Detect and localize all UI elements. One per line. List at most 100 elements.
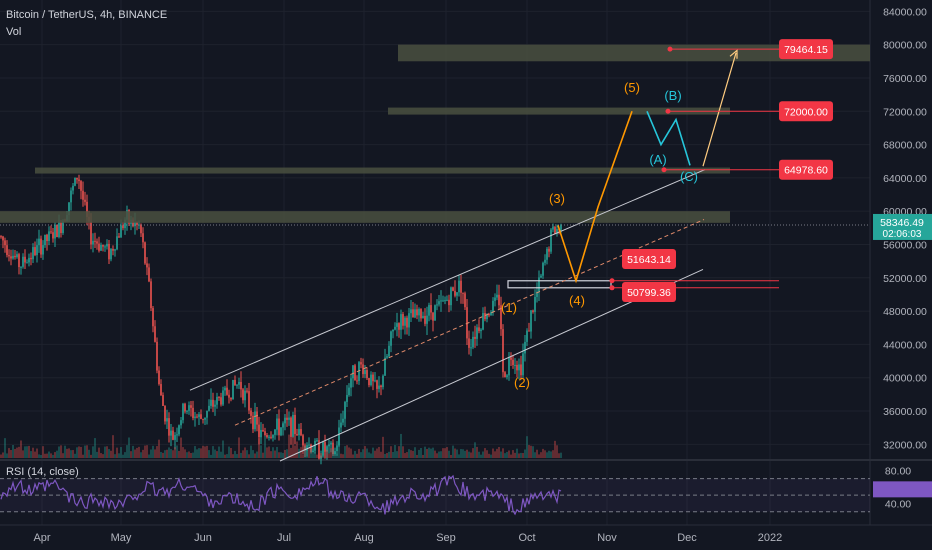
candle-body: [440, 300, 442, 302]
candle-body: [40, 238, 42, 255]
candle-body: [174, 435, 176, 440]
price-badge: [779, 39, 833, 60]
candle-body: [340, 422, 342, 428]
candle-body: [254, 411, 256, 430]
volume-bar: [166, 449, 168, 458]
volume-bar: [436, 453, 438, 458]
candle-body: [358, 362, 360, 381]
wave-label: (1): [501, 300, 517, 315]
volume-bar: [418, 449, 420, 458]
candle-body: [272, 434, 274, 438]
candle-body: [136, 222, 138, 225]
volume-bar: [172, 450, 174, 458]
candle-body: [210, 399, 212, 406]
candle-body: [436, 304, 438, 306]
price-badge-text: 64978.60: [784, 165, 828, 177]
volume-bar: [330, 448, 332, 458]
time-tick: Nov: [597, 532, 617, 544]
candle-body: [256, 411, 258, 425]
volume-bar: [434, 450, 436, 458]
volume-bar: [214, 449, 216, 458]
volume-bar: [200, 448, 202, 458]
candle-body: [490, 312, 492, 316]
level-dot: [667, 46, 673, 52]
volume-bar: [174, 447, 176, 458]
price-badge: [779, 101, 833, 122]
candle-body: [56, 224, 58, 238]
volume-bar: [498, 446, 500, 458]
candle-body: [218, 396, 220, 398]
wave-abc: [646, 110, 691, 166]
volume-bar: [162, 452, 164, 458]
volume-label: Vol: [6, 26, 22, 38]
volume-bar: [86, 445, 88, 458]
candle-body: [400, 314, 402, 330]
candle-body: [434, 305, 436, 321]
volume-bar: [532, 446, 534, 458]
volume-bar: [312, 448, 314, 458]
volume-bar: [462, 449, 464, 458]
candle-body: [166, 418, 168, 422]
volume-bar: [250, 445, 252, 458]
candle-body: [338, 427, 340, 446]
candle-body: [310, 444, 312, 453]
candle-body: [494, 297, 496, 301]
volume-bar: [372, 447, 374, 458]
candle-body: [8, 255, 10, 257]
time-tick: Dec: [677, 532, 697, 544]
candle-body: [556, 228, 558, 235]
candle-body: [230, 397, 232, 400]
volume-bar: [430, 448, 432, 458]
candle-body: [260, 429, 262, 438]
volume-bar: [452, 445, 454, 458]
volume-bar: [84, 445, 86, 458]
candle-body: [158, 370, 160, 385]
volume-bar: [230, 448, 232, 458]
candle-body: [348, 387, 350, 396]
volume-bar: [480, 454, 482, 458]
volume-bar: [428, 447, 430, 458]
volume-bar: [16, 447, 18, 458]
candle-body: [284, 417, 286, 424]
candle-body: [344, 401, 346, 419]
candle-body: [76, 177, 78, 180]
volume-bar: [196, 449, 198, 458]
candle-body: [18, 254, 20, 268]
candle-body: [74, 177, 76, 186]
volume-bar: [236, 454, 238, 458]
volume-bar: [90, 454, 92, 458]
volume-bar: [482, 451, 484, 458]
volume-bar: [48, 451, 50, 458]
candle-body: [24, 256, 26, 263]
volume-bar: [54, 452, 56, 458]
candle-body: [80, 181, 82, 191]
volume-bar: [168, 447, 170, 458]
volume-bar: [438, 451, 440, 458]
candle-body: [314, 440, 316, 451]
volume-bar: [284, 449, 286, 458]
candle-body: [86, 201, 88, 217]
candle-body: [164, 405, 166, 422]
candle-body: [178, 425, 180, 435]
level-dot: [609, 285, 615, 291]
target-arrowhead: [729, 49, 738, 59]
volume-bar: [342, 454, 344, 458]
volume-bar: [536, 449, 538, 458]
volume-bar: [190, 452, 192, 458]
volume-bar: [292, 436, 294, 458]
candle-body: [154, 326, 156, 342]
candle-body: [266, 434, 268, 438]
volume-bar: [298, 448, 300, 458]
volume-bar: [366, 448, 368, 458]
volume-bar: [410, 450, 412, 458]
volume-bar: [518, 453, 520, 458]
candle-body: [222, 390, 224, 405]
volume-bar: [502, 448, 504, 458]
volume-bar: [504, 453, 506, 458]
volume-bar: [388, 451, 390, 458]
candle-body: [456, 292, 458, 296]
volume-bar: [2, 452, 4, 458]
volume-bar: [204, 446, 206, 458]
candle-body: [322, 442, 324, 456]
candle-body: [46, 234, 48, 242]
